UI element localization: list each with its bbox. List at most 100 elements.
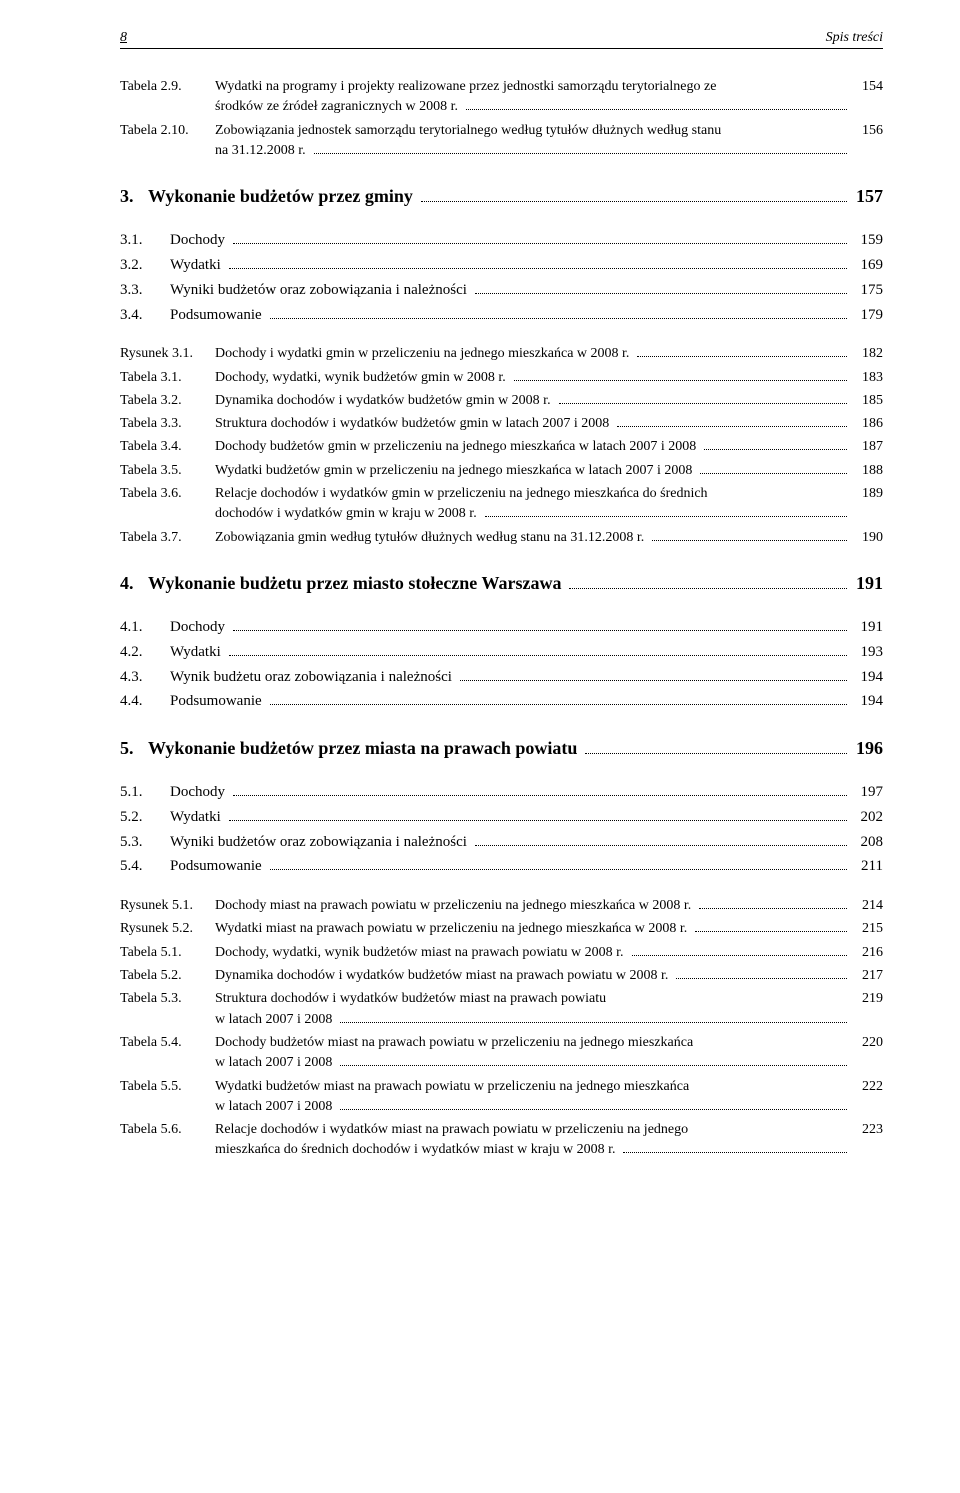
table-row: Tabela 5.3.Struktura dochodów i wydatków… — [120, 989, 883, 1030]
leader-dots — [676, 978, 847, 979]
header-page-number: 8 — [120, 30, 127, 46]
toc-title: Wydatki — [170, 807, 225, 829]
toc-title: w latach 2007 i 2008 — [215, 1097, 336, 1117]
toc-page: 196 — [851, 735, 883, 761]
table-row: Tabela 3.7.Zobowiązania gmin według tytu… — [120, 528, 883, 548]
toc-label: Tabela 3.3. — [120, 414, 215, 434]
toc-label: Tabela 3.2. — [120, 391, 215, 411]
leader-dots — [340, 1022, 847, 1023]
leader-dots — [466, 109, 847, 110]
table-row: Tabela 5.6.Relacje dochodów i wydatków m… — [120, 1120, 883, 1161]
toc-title: Relacje dochodów i wydatków gmin w przel… — [215, 484, 814, 504]
toc-title: Dochody — [170, 230, 229, 252]
leader-dots — [229, 655, 847, 656]
toc-num: 3. — [120, 183, 148, 209]
toc-num: 4.4. — [120, 691, 170, 713]
leader-dots — [623, 1152, 847, 1153]
toc-page: 169 — [851, 255, 883, 277]
toc-subsection: 3.4.Podsumowanie179 — [120, 305, 883, 327]
table-row: Tabela 3.1.Dochody, wydatki, wynik budże… — [120, 368, 883, 388]
table-row: Rysunek 5.1.Dochody miast na prawach pow… — [120, 896, 883, 916]
toc-title: Dynamika dochodów i wydatków budżetów mi… — [215, 966, 672, 986]
section-3-subsections: 3.1.Dochody159 3.2.Wydatki169 3.3.Wyniki b… — [120, 230, 883, 326]
toc-num: 3.3. — [120, 280, 170, 302]
section-heading: 5. Wykonanie budżetów przez miasta na pr… — [120, 735, 883, 761]
toc-title: dochodów i wydatków gmin w kraju w 2008 … — [215, 504, 481, 524]
table-row: Tabela 5.5.Wydatki budżetów miast na pra… — [120, 1077, 883, 1118]
table-row: Tabela 3.3.Struktura dochodów i wydatków… — [120, 414, 883, 434]
section-4-subsections: 4.1.Dochody1914.2.Wydatki1934.3.Wynik bu… — [120, 617, 883, 713]
toc-subsection: 3.2.Wydatki169 — [120, 255, 883, 277]
toc-page: 189 — [851, 484, 883, 504]
toc-page: 154 — [851, 77, 883, 97]
section-heading: 4. Wykonanie budżetu przez miasto stołec… — [120, 570, 883, 596]
toc-page: 188 — [851, 461, 883, 481]
section-5-tables: Rysunek 5.1.Dochody miast na prawach pow… — [120, 896, 883, 1161]
toc-title: Dynamika dochodów i wydatków budżetów gm… — [215, 391, 555, 411]
toc-title: Wyniki budżetów oraz zobowiązania i nale… — [170, 832, 471, 854]
toc-subsection: 3.1.Dochody159 — [120, 230, 883, 252]
toc-page: 220 — [851, 1033, 883, 1053]
toc-page: 191 — [851, 617, 883, 639]
toc-label: Tabela 5.5. — [120, 1077, 215, 1097]
toc-page: 156 — [851, 121, 883, 141]
toc-title: Zobowiązania jednostek samorządu terytor… — [215, 121, 814, 141]
toc-num: 3.1. — [120, 230, 170, 252]
table-row: Tabela 2.10. Zobowiązania jednostek samo… — [120, 121, 883, 162]
toc-page: 179 — [851, 305, 883, 327]
toc-page: 157 — [851, 183, 883, 209]
table-row: Tabela 3.2.Dynamika dochodów i wydatków … — [120, 391, 883, 411]
table-row: Tabela 5.4.Dochody budżetów miast na pra… — [120, 1033, 883, 1074]
toc-label: Rysunek 5.2. — [120, 919, 215, 939]
toc-title: Dochody miast na prawach powiatu w przel… — [215, 896, 695, 916]
toc-page: 223 — [851, 1120, 883, 1140]
table-row: Rysunek 5.2.Wydatki miast na prawach pow… — [120, 919, 883, 939]
toc-title: mieszkańca do średnich dochodów i wydatk… — [215, 1140, 619, 1160]
toc-title: Dochody, wydatki, wynik budżetów miast n… — [215, 943, 628, 963]
toc-title: Dochody, wydatki, wynik budżetów gmin w … — [215, 368, 510, 388]
toc-page: 191 — [851, 570, 883, 596]
toc-title: Dochody budżetów miast na prawach powiat… — [215, 1033, 814, 1053]
toc-page: 193 — [851, 642, 883, 664]
toc-subsection: 3.3.Wyniki budżetów oraz zobowiązania i … — [120, 280, 883, 302]
section-heading: 3. Wykonanie budżetów przez gminy 157 — [120, 183, 883, 209]
toc-num: 5.2. — [120, 807, 170, 829]
table-row: Tabela 5.1.Dochody, wydatki, wynik budże… — [120, 943, 883, 963]
toc-page: 190 — [851, 528, 883, 548]
toc-title: Podsumowanie — [170, 856, 266, 878]
leader-dots — [695, 931, 847, 932]
page-header: 8 Spis treści — [120, 30, 883, 49]
toc-label: Tabela 3.5. — [120, 461, 215, 481]
toc-subsection: 4.2.Wydatki193 — [120, 642, 883, 664]
toc-page: 194 — [851, 667, 883, 689]
toc-title: Wydatki budżetów miast na prawach powiat… — [215, 1077, 814, 1097]
toc-title: na 31.12.2008 r. — [215, 141, 310, 161]
toc-page: 186 — [851, 414, 883, 434]
toc-num: 5.3. — [120, 832, 170, 854]
toc-page: 187 — [851, 437, 883, 457]
toc-title: Relacje dochodów i wydatków miast na pra… — [215, 1120, 814, 1140]
toc-subsection: 4.4.Podsumowanie194 — [120, 691, 883, 713]
leader-dots — [514, 380, 847, 381]
toc-title: Wykonanie budżetu przez miasto stołeczne… — [148, 570, 565, 596]
table-row: Tabela 5.2.Dynamika dochodów i wydatków … — [120, 966, 883, 986]
leader-dots — [340, 1109, 847, 1110]
toc-page: 216 — [851, 943, 883, 963]
toc-subsection: 5.4.Podsumowanie211 — [120, 856, 883, 878]
toc-title: w latach 2007 i 2008 — [215, 1053, 336, 1073]
toc-title: Podsumowanie — [170, 691, 266, 713]
toc-num: 5. — [120, 735, 148, 761]
toc-label: Tabela 2.9. — [120, 77, 215, 97]
toc-subsection: 5.1.Dochody197 — [120, 782, 883, 804]
toc-title: Dochody — [170, 617, 229, 639]
leader-dots — [559, 403, 847, 404]
leader-dots — [270, 869, 847, 870]
toc-label: Tabela 2.10. — [120, 121, 215, 141]
leader-dots — [233, 795, 847, 796]
leader-dots — [233, 243, 847, 244]
table-row: Tabela 3.4.Dochody budżetów gmin w przel… — [120, 437, 883, 457]
toc-label: Tabela 3.1. — [120, 368, 215, 388]
document-page: 8 Spis treści Tabela 2.9. Wydatki na pro… — [0, 0, 960, 1204]
leader-dots — [229, 268, 847, 269]
toc-num: 3.2. — [120, 255, 170, 277]
